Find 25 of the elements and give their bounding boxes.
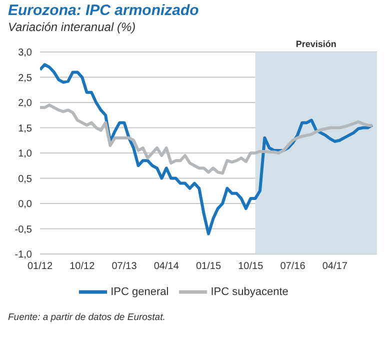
x-tick-label: 04/17: [322, 261, 348, 272]
y-tick-label: 2,0: [18, 98, 32, 110]
line-series: [40, 63, 374, 236]
y-tick-label: 0,5: [18, 174, 32, 185]
x-tick-label: 04/14: [154, 261, 180, 272]
band-label: Previsión: [296, 39, 336, 49]
source-note: Fuente: a partir de datos de Eurostat.: [8, 312, 166, 323]
y-tick-label: -1,0: [14, 250, 32, 261]
chart-title: Eurozona: IPC armonizado: [8, 2, 199, 19]
x-tick-label: 07/16: [280, 261, 306, 272]
x-tick-label: 01/12: [27, 261, 53, 272]
x-tick-label: 10/12: [70, 261, 96, 272]
y-tick-label: -0,5: [14, 224, 32, 236]
legend-label: IPC general: [110, 286, 169, 298]
x-tick-label: 10/15: [238, 261, 264, 272]
x-tick-label: 01/15: [196, 261, 222, 272]
y-tick-label: 0,0: [18, 199, 32, 210]
y-tick-label: 1,0: [18, 148, 32, 160]
y-tick-label: 2,5: [18, 72, 32, 84]
y-tick-label: 1,5: [18, 123, 32, 134]
x-tick-label: 07/13: [112, 261, 138, 272]
chart-subtitle: Variación interanual (%): [8, 20, 136, 34]
legend-label: IPC subyacente: [210, 286, 288, 298]
y-tick-label: 3,0: [18, 48, 32, 59]
line-series: [40, 104, 374, 175]
